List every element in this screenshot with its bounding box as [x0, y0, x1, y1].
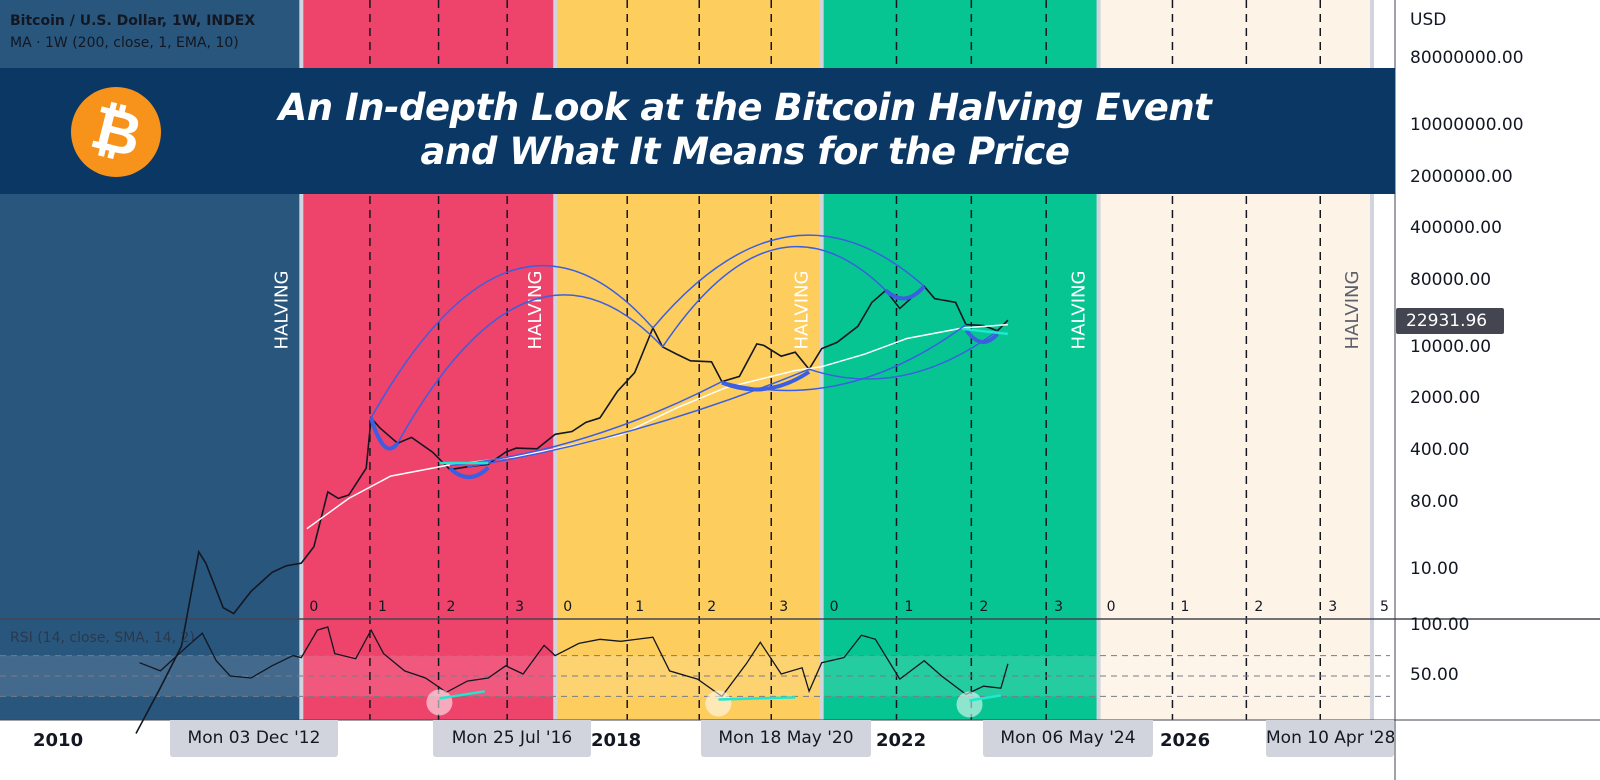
rsi-divergence-line [439, 690, 485, 700]
cycle-year-marker: 0 [309, 599, 318, 615]
cycle-year-marker: 1 [1180, 599, 1189, 615]
price-tick: 2000000.00 [1410, 167, 1513, 187]
rsi-tick: 100.00 [1410, 615, 1470, 635]
cycle-bottom-arc [448, 466, 490, 480]
rsi-tick: 50.00 [1410, 665, 1459, 685]
ma-line [306, 323, 1008, 530]
currency-label: USD [1410, 10, 1447, 30]
halving-date-tag: Mon 25 Jul '16 [433, 720, 591, 757]
halving-label: HALVING [271, 271, 292, 350]
title-banner: ₿ An In-depth Look at the Bitcoin Halvin… [0, 68, 1395, 194]
halving-label: HALVING [792, 271, 813, 350]
banner-title-line2: and What It Means for the Price [420, 130, 1070, 173]
trend-arc [467, 368, 810, 468]
cycle-bottom-arc [721, 370, 811, 392]
cycle-year-marker: 3 [1054, 599, 1063, 615]
trend-arc [370, 264, 654, 419]
cycle-year-marker: 3 [515, 599, 524, 615]
price-line [135, 285, 1009, 734]
price-tick: 2000.00 [1410, 388, 1481, 408]
chart-legend: Bitcoin / U.S. Dollar, 1W, INDEX MA · 1W… [10, 10, 255, 54]
year-label: 2026 [1160, 730, 1211, 751]
price-tick: 80000000.00 [1410, 48, 1524, 68]
cycle-year-marker: 2 [1254, 599, 1263, 615]
year-label: 2010 [33, 730, 84, 751]
price-tick: 80.00 [1410, 492, 1459, 512]
year-label: 2022 [876, 730, 927, 751]
cycle-year-marker: 2 [447, 599, 456, 615]
rsi-bottom-marker [956, 691, 983, 718]
halving-label: HALVING [1342, 271, 1363, 350]
cycle-year-marker: 1 [904, 599, 913, 615]
rsi-bottom-marker [705, 690, 732, 717]
cycle-bottom-arc [884, 284, 926, 301]
rsi-line [139, 626, 1009, 698]
trend-arc [396, 294, 664, 444]
halving-date-tag: Mon 03 Dec '12 [170, 720, 338, 757]
rsi-divergence-line [969, 694, 1002, 702]
banner-title-line1: An In-depth Look at the Bitcoin Halving … [278, 86, 1212, 129]
cycle-year-marker: 3 [1328, 599, 1337, 615]
trend-arc [662, 245, 887, 348]
trend-arc [808, 330, 998, 380]
halving-date-tag: Mon 10 Apr '28 [1266, 720, 1394, 757]
halving-date-tag: Mon 18 May '20 [701, 720, 871, 757]
price-tick: 400.00 [1410, 440, 1470, 460]
halving-label: HALVING [1069, 271, 1090, 350]
cycle-bottom-arc [964, 328, 999, 344]
cycle-year-marker: 2 [707, 599, 716, 615]
cycle-year-marker: 0 [1107, 599, 1116, 615]
rsi-bottom-marker [426, 689, 453, 716]
price-tick: 10000000.00 [1410, 115, 1524, 135]
price-tick: 10000.00 [1410, 337, 1492, 357]
halving-label: HALVING [525, 271, 546, 350]
trend-arc [652, 234, 925, 329]
price-tick: 400000.00 [1410, 218, 1502, 238]
banner-title: An In-depth Look at the Bitcoin Halving … [180, 86, 1310, 174]
symbol-title[interactable]: Bitcoin / U.S. Dollar, 1W, INDEX [10, 13, 256, 29]
cycle-year-marker: 2 [979, 599, 988, 615]
cycle-year-marker: 0 [563, 599, 572, 615]
price-tick: 10.00 [1410, 559, 1459, 579]
bitcoin-logo-icon: ₿ [71, 87, 161, 177]
cycle-year-marker: 3 [779, 599, 788, 615]
rsi-legend[interactable]: RSI (14, close, SMA, 14, 2) [10, 630, 195, 646]
next-cycle-marker: 5 [1380, 599, 1389, 615]
trend-arc [449, 380, 723, 467]
cycle-year-marker: 1 [378, 599, 387, 615]
halving-date-tag: Mon 06 May '24 [983, 720, 1153, 757]
year-label: 2018 [591, 730, 642, 751]
indicator-label[interactable]: MA · 1W (200, close, 1, EMA, 10) [10, 35, 239, 51]
cycle-bottom-arc [369, 417, 400, 451]
price-support-line [962, 327, 1009, 336]
rsi-divergence-line [718, 696, 796, 701]
current-price-tag: 22931.96 [1396, 308, 1504, 334]
cycle-year-marker: 1 [635, 599, 644, 615]
cycle-year-marker: 0 [830, 599, 839, 615]
price-tick: 80000.00 [1410, 270, 1492, 290]
